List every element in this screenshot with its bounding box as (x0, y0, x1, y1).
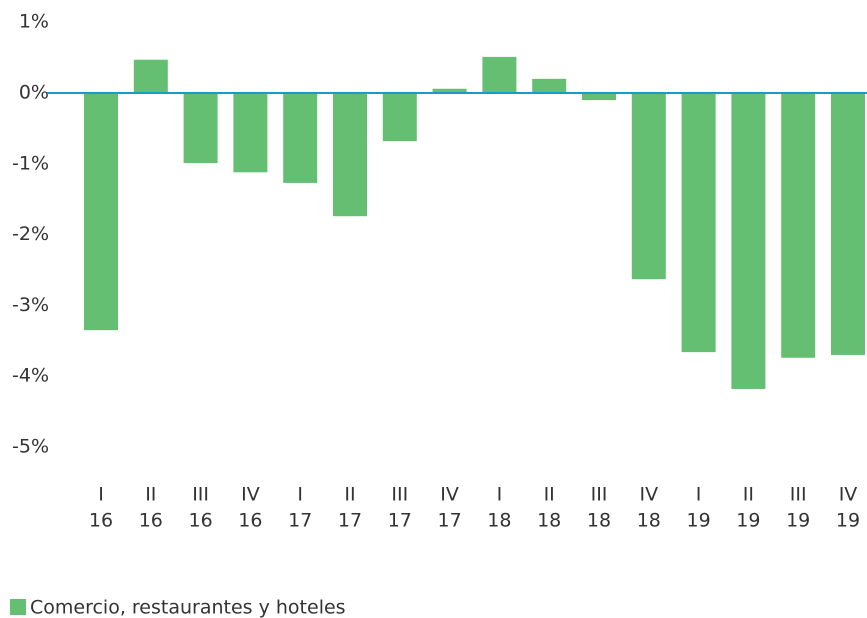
x-tick-label: II (145, 484, 156, 506)
x-tick-label: III (391, 484, 408, 506)
x-tick-label: 19 (687, 510, 711, 532)
x-tick-label: 18 (537, 510, 561, 532)
bar (582, 93, 616, 101)
bar (532, 78, 567, 93)
x-tick-label: III (790, 484, 807, 506)
x-tick-label: IV (639, 484, 658, 506)
y-tick-label: -3% (12, 294, 49, 316)
bar (781, 93, 816, 358)
y-tick-label: -4% (12, 365, 49, 387)
x-tick-label: 16 (89, 510, 113, 532)
x-tick-label: II (344, 484, 355, 506)
x-tick-label: 16 (238, 510, 262, 532)
bar (631, 93, 666, 280)
x-tick-label: II (544, 484, 555, 506)
x-tick-label: IV (839, 484, 858, 506)
x-tick-label: I (696, 484, 702, 506)
x-tick-label: 16 (139, 510, 163, 532)
x-tick-label: II (743, 484, 754, 506)
x-tick-label: 18 (637, 510, 661, 532)
x-tick-label: III (591, 484, 608, 506)
x-tick-label: 17 (388, 510, 412, 532)
bar (681, 93, 716, 353)
x-tick-label: 18 (487, 510, 511, 532)
bar (333, 93, 367, 217)
x-tick-label: 19 (836, 510, 860, 532)
legend-swatch (10, 599, 26, 615)
bar (183, 93, 218, 164)
bar (283, 93, 318, 183)
bar (233, 93, 268, 173)
y-tick-label: 1% (19, 11, 49, 33)
bar (432, 88, 467, 93)
x-tick-label: 18 (587, 510, 611, 532)
bar (731, 93, 766, 389)
x-tick-label: I (297, 484, 303, 506)
y-tick-label: -5% (12, 436, 49, 458)
x-tick-label: 16 (189, 510, 213, 532)
x-tick-label: 17 (288, 510, 312, 532)
bar (482, 56, 517, 93)
y-tick-label: -2% (12, 223, 49, 245)
x-tick-label: I (98, 484, 104, 506)
x-tick-label: 19 (786, 510, 810, 532)
x-tick-label: I (497, 484, 503, 506)
y-tick-label: 0% (19, 82, 49, 104)
y-tick-label: -1% (12, 152, 49, 174)
x-tick-label: IV (440, 484, 459, 506)
x-tick-label: 19 (736, 510, 760, 532)
x-tick-label: 17 (338, 510, 362, 532)
bar (831, 93, 865, 355)
x-tick-label: IV (241, 484, 260, 506)
legend-label: Comercio, restaurantes y hoteles (30, 597, 346, 618)
bar (382, 93, 417, 142)
x-tick-label: III (192, 484, 209, 506)
bar (84, 93, 118, 331)
x-tick-label: 17 (438, 510, 462, 532)
bar (133, 59, 168, 93)
